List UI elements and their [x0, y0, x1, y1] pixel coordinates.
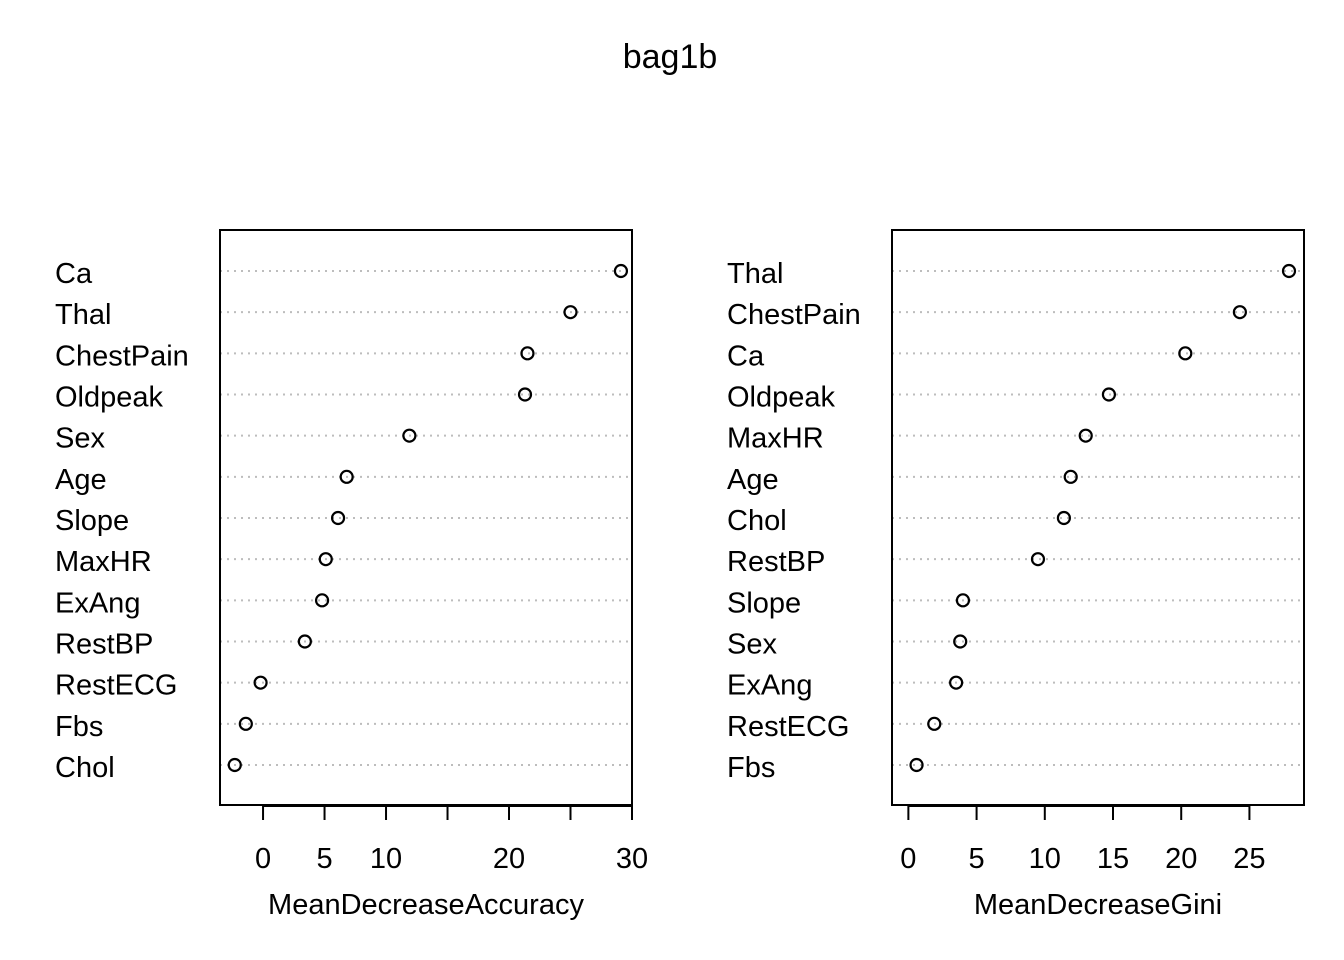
- category-label: MaxHR: [55, 546, 152, 578]
- category-label: Sex: [55, 423, 105, 455]
- data-point: [227, 757, 242, 773]
- data-point: [563, 305, 578, 320]
- data-point: [1078, 428, 1093, 443]
- data-point: [1056, 510, 1071, 526]
- category-label: Fbs: [727, 752, 775, 784]
- category-label: Chol: [55, 752, 115, 784]
- accuracy-dotchart: Ca Thal ChestPain Oldpeak Sex Age Slope MaxHR Ex…: [55, 229, 648, 921]
- data-point: [953, 634, 968, 649]
- data-point: [330, 510, 346, 526]
- data-point: [1101, 387, 1117, 402]
- data-point: [1281, 263, 1297, 279]
- x-tick-label: 15: [1097, 843, 1129, 875]
- data-point: [949, 675, 964, 690]
- figure-title: bag1b: [623, 38, 718, 76]
- x-axis-label: MeanDecreaseAccuracy: [268, 889, 584, 921]
- category-label: Slope: [55, 505, 129, 537]
- gini-dotchart: Thal ChestPain Ca Oldpeak MaxHR Age Chol RestBP…: [727, 229, 1305, 921]
- data-point: [1232, 305, 1247, 320]
- x-tick-label: 0: [900, 843, 916, 875]
- data-point: [339, 469, 354, 484]
- data-point: [402, 428, 417, 443]
- category-label: Oldpeak: [727, 382, 836, 414]
- category-label: Sex: [727, 629, 777, 661]
- x-tick-label: 5: [316, 843, 332, 875]
- data-point: [517, 387, 533, 402]
- data-point: [927, 716, 942, 731]
- x-tick-label: 10: [370, 843, 402, 875]
- data-point: [613, 263, 629, 279]
- category-label: Age: [727, 464, 779, 496]
- category-label: Chol: [727, 505, 787, 537]
- category-label: Fbs: [55, 711, 103, 743]
- data-point: [955, 593, 971, 608]
- data-point: [1063, 469, 1078, 484]
- data-point: [318, 552, 333, 567]
- category-label: Oldpeak: [55, 382, 164, 414]
- category-label: Thal: [55, 299, 111, 331]
- data-point: [909, 757, 924, 773]
- data-point: [314, 593, 330, 608]
- category-label: Thal: [727, 258, 783, 290]
- category-label: Ca: [727, 340, 765, 372]
- category-label: ExAng: [55, 587, 140, 619]
- category-label: ChestPain: [55, 340, 189, 372]
- x-tick-label: 0: [255, 843, 271, 875]
- category-label: ChestPain: [727, 299, 861, 331]
- category-label: RestECG: [727, 711, 849, 743]
- category-label: RestBP: [55, 629, 153, 661]
- category-label: Age: [55, 464, 107, 496]
- data-point: [1178, 346, 1193, 361]
- category-label: ExAng: [727, 670, 812, 702]
- category-label: MaxHR: [727, 423, 824, 455]
- x-tick-label: 20: [493, 843, 525, 875]
- category-label: Slope: [727, 587, 801, 619]
- data-point: [238, 716, 253, 731]
- x-tick-label: 5: [969, 843, 985, 875]
- x-tick-label: 20: [1165, 843, 1197, 875]
- x-axis-label: MeanDecreaseGini: [974, 889, 1222, 921]
- x-tick-label: 30: [616, 843, 648, 875]
- data-point: [253, 675, 268, 690]
- x-tick-label: 10: [1029, 843, 1061, 875]
- data-point: [1030, 552, 1046, 567]
- x-tick-label: 25: [1233, 843, 1265, 875]
- data-point: [297, 634, 312, 649]
- category-label: RestECG: [55, 670, 177, 702]
- category-label: Ca: [55, 258, 93, 290]
- category-label: RestBP: [727, 546, 825, 578]
- data-point: [520, 346, 535, 361]
